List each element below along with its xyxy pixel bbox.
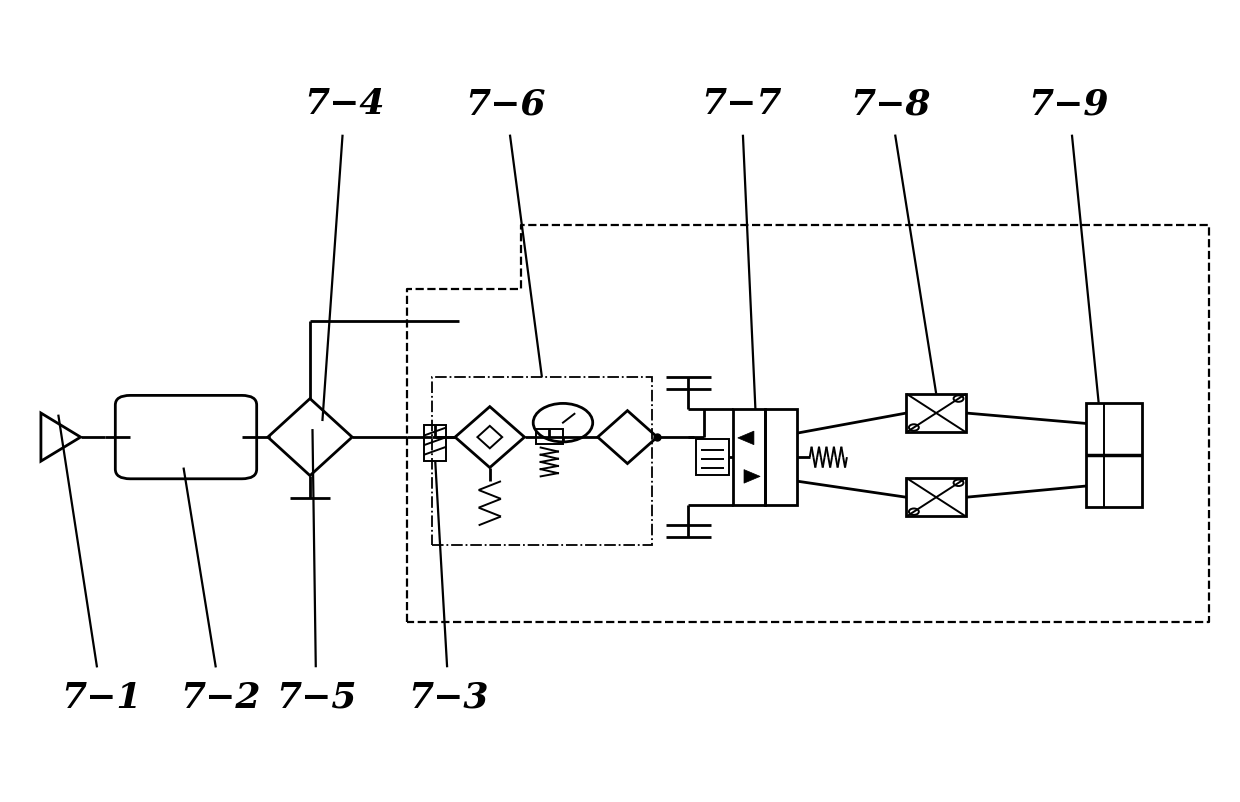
Bar xyxy=(432,377,652,545)
Text: 7−5: 7−5 xyxy=(277,681,356,715)
Text: 7−7: 7−7 xyxy=(702,87,781,121)
Polygon shape xyxy=(744,470,760,483)
Text: 7−1: 7−1 xyxy=(62,681,141,715)
Bar xyxy=(765,409,797,505)
Text: 7−2: 7−2 xyxy=(181,681,260,715)
Text: 7−9: 7−9 xyxy=(1029,87,1109,121)
Bar xyxy=(424,425,446,461)
Bar xyxy=(906,478,966,516)
Bar xyxy=(733,409,765,505)
Bar xyxy=(1086,403,1142,507)
Text: 7−4: 7−4 xyxy=(305,87,384,121)
Text: 7−3: 7−3 xyxy=(409,681,489,715)
Bar xyxy=(696,439,729,476)
Bar xyxy=(536,429,563,444)
Polygon shape xyxy=(738,431,754,444)
Text: 7−6: 7−6 xyxy=(466,87,546,121)
Text: 7−8: 7−8 xyxy=(851,87,930,121)
Bar xyxy=(906,394,966,432)
